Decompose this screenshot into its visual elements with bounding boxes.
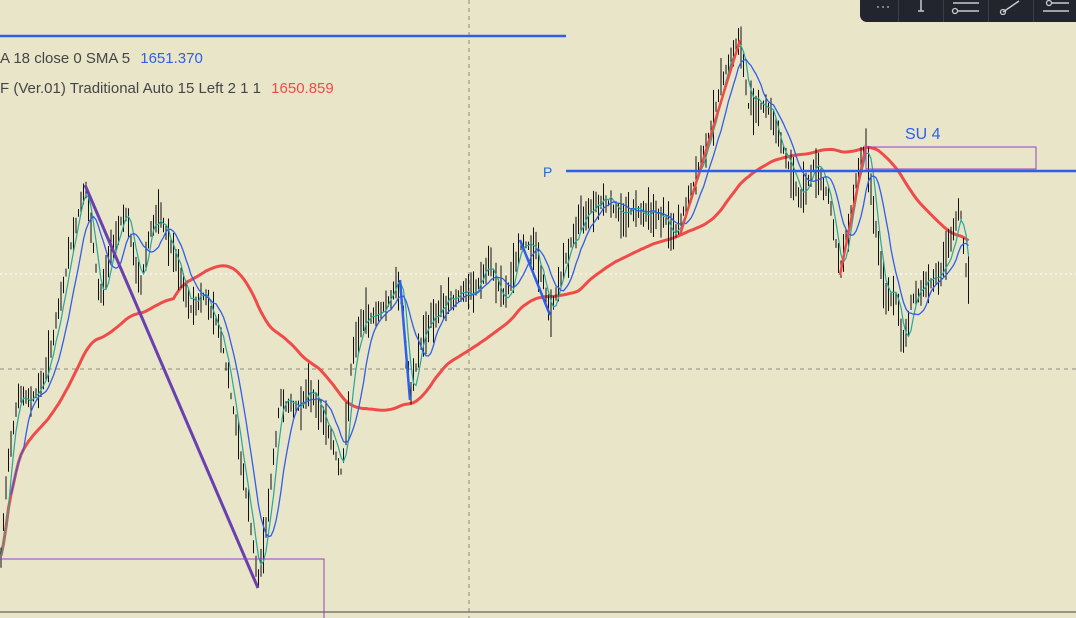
slow-ma-line [10,58,969,538]
legend-pivot-value: 1650.859 [271,80,334,97]
drawing-toolbar [860,0,1076,22]
fast-moving-average [0,44,970,566]
long-moving-average [0,145,970,557]
swing-line [83,184,260,589]
parallel-channel-icon[interactable] [1033,0,1076,22]
candles [0,26,969,587]
horizontal-ray-icon[interactable] [943,0,988,22]
trend-line-icon[interactable] [988,0,1033,22]
legend-sma-value: 1651.370 [140,50,203,67]
support-box [0,558,325,618]
swing-line [398,279,412,401]
vertical-line-icon[interactable] [898,0,943,22]
zone-box [865,146,1037,170]
legend-pivot-text: F (Ver.01) Traditional Auto 15 Left 2 1 … [0,80,261,97]
legend-sma-text: A 18 close 0 SMA 5 [0,50,131,67]
drawing-objects [0,34,1076,618]
swing-line [518,239,552,316]
swing-line [838,144,868,276]
legend-pivot: F (Ver.01) Traditional Auto 15 Left 2 1 … [0,80,334,97]
swing-line [678,39,742,236]
zone-label: SU 4 [905,126,941,143]
pivot-label: P [543,164,552,180]
slow-moving-average [10,58,969,538]
long-ma-line [0,145,970,557]
dots-icon[interactable] [868,0,898,22]
fast-ma-line [0,44,970,566]
legend-sma: A 18 close 0 SMA 5 1651.370 [0,50,203,67]
swing-lines [83,39,868,589]
